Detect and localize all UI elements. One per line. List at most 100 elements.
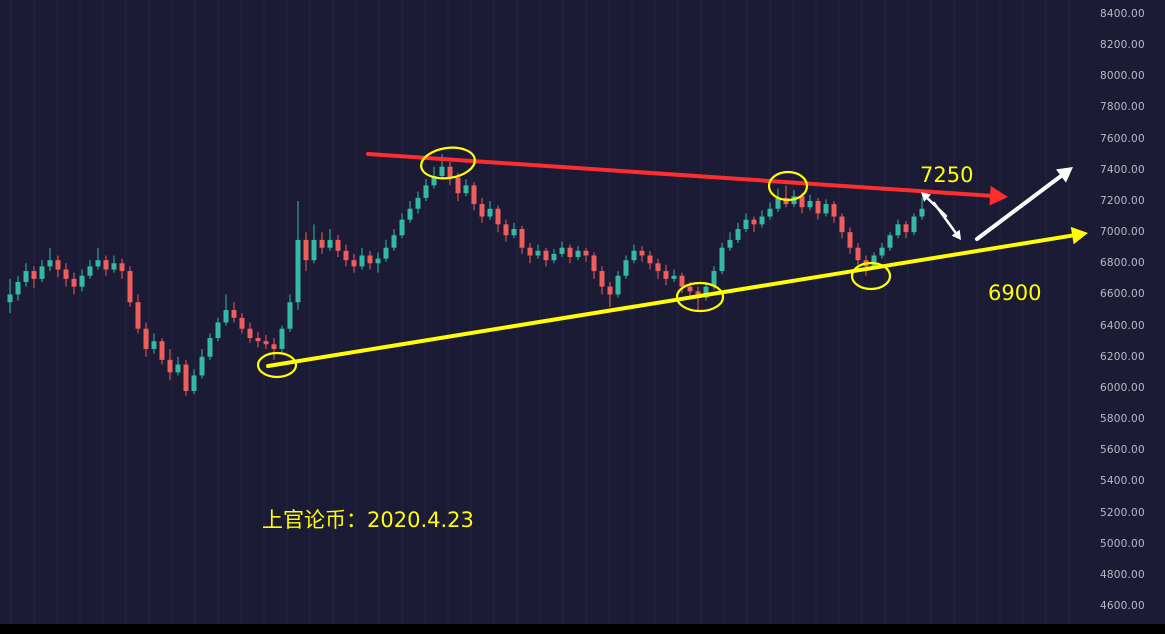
candle: [87, 266, 93, 276]
trendline-ascending-support: [266, 226, 1088, 368]
candle: [887, 235, 893, 248]
candle: [871, 255, 877, 267]
candle: [239, 317, 245, 329]
price-tick-label: 7600.00: [1100, 132, 1145, 145]
highlight-ellipse-peak-1: [420, 146, 476, 180]
candle: [751, 219, 757, 225]
candle: [663, 271, 669, 279]
candle: [55, 260, 61, 270]
candle: [551, 253, 557, 261]
highlight-ellipse-low-1: [256, 351, 298, 379]
candles-group: [7, 154, 925, 396]
candle: [567, 247, 573, 258]
price-tick-label: 6400.00: [1100, 319, 1145, 332]
candle: [223, 310, 229, 323]
candle: [767, 208, 773, 217]
candle: [423, 185, 429, 198]
annotation-price-6900: 6900: [988, 281, 1042, 305]
candle: [607, 286, 613, 295]
price-tick-label: 5200.00: [1100, 506, 1145, 519]
candle: [847, 232, 853, 248]
candle: [15, 281, 21, 295]
candle: [263, 341, 269, 345]
candle: [703, 286, 709, 298]
price-tick-label: 7400.00: [1100, 163, 1145, 176]
candle: [775, 197, 781, 209]
candle: [31, 271, 37, 279]
candle: [655, 263, 661, 272]
candle: [7, 294, 13, 303]
candle: [319, 239, 325, 248]
candle: [599, 271, 605, 287]
candle: [143, 328, 149, 349]
candle: [679, 275, 685, 287]
grid-lines: [10, 0, 1070, 624]
candle: [487, 208, 493, 217]
price-tick-label: 7800.00: [1100, 101, 1145, 114]
candle: [903, 224, 909, 233]
candle: [159, 341, 165, 360]
candle: [823, 204, 829, 214]
candle: [743, 219, 749, 230]
candle: [343, 250, 349, 261]
candle: [303, 239, 309, 261]
time-axis-strip: [0, 624, 1165, 634]
candle: [519, 229, 525, 248]
candle: [95, 260, 101, 267]
candle: [279, 328, 285, 349]
candle: [103, 260, 109, 270]
candle: [535, 250, 541, 256]
candle: [591, 255, 597, 272]
candle: [215, 322, 221, 339]
candle: [79, 275, 85, 287]
price-tick-label: 6000.00: [1100, 381, 1145, 394]
candle: [879, 247, 885, 256]
candle: [359, 255, 365, 267]
candle: [287, 302, 293, 329]
candle: [471, 185, 477, 205]
candle: [375, 258, 381, 264]
candle: [231, 310, 237, 318]
candle: [671, 275, 677, 279]
trendline-descending-resistance: [366, 152, 1008, 206]
price-tick-label: 6200.00: [1100, 350, 1145, 363]
candle: [479, 204, 485, 217]
price-axis[interactable]: 8400.00 8200.00 8000.00 7800.00 7600.00 7400.…: [1096, 0, 1165, 624]
candle: [639, 250, 645, 256]
candle: [415, 197, 421, 209]
price-tick-label: 5800.00: [1100, 413, 1145, 426]
candle: [431, 176, 437, 186]
candle: [711, 271, 717, 287]
candle: [439, 166, 445, 177]
candle: [447, 166, 453, 178]
price-tick-label: 4600.00: [1100, 600, 1145, 613]
candle: [255, 338, 261, 342]
price-tick-label: 5400.00: [1100, 475, 1145, 488]
candle: [687, 286, 693, 292]
candle: [71, 278, 77, 287]
candle: [623, 260, 629, 276]
candle: [63, 269, 69, 279]
annotation-price-7250: 7250: [920, 163, 974, 187]
candle: [399, 219, 405, 236]
price-tick-label: 7200.00: [1100, 194, 1145, 207]
candle: [311, 239, 317, 261]
candle: [815, 200, 821, 214]
candle: [759, 216, 765, 225]
candle: [111, 263, 117, 270]
candle: [151, 341, 157, 349]
candle: [631, 250, 637, 261]
candle: [407, 208, 413, 220]
candle: [183, 364, 189, 392]
candle: [271, 344, 277, 349]
candle: [503, 224, 509, 236]
candle: [511, 229, 517, 236]
candle: [919, 208, 925, 217]
candle: [831, 204, 837, 217]
candle: [335, 239, 341, 251]
candle: [175, 364, 181, 373]
price-tick-label: 5000.00: [1100, 537, 1145, 550]
candle: [127, 271, 133, 303]
candle: [583, 250, 589, 256]
